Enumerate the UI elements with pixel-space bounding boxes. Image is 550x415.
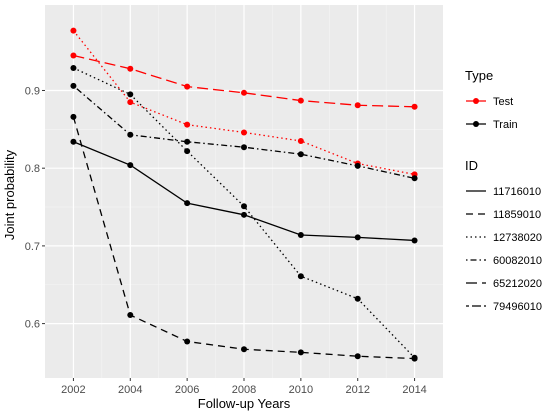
y-tick-label: 0.7 (25, 241, 40, 253)
data-point (184, 138, 191, 145)
data-point (127, 65, 134, 72)
x-axis-title: Follow-up Years (198, 396, 291, 411)
legend-id-label: 79496010 (493, 301, 542, 313)
data-point (241, 203, 247, 210)
data-point (127, 131, 134, 138)
data-point (184, 200, 191, 207)
series-test-65212020 (70, 52, 418, 110)
y-tick-label: 0.9 (25, 85, 40, 97)
legend-key-point (473, 98, 479, 104)
legend-id-label: 11859010 (493, 209, 541, 221)
data-point (411, 103, 418, 110)
legend-key-point (473, 121, 479, 127)
data-point (70, 27, 77, 34)
data-point (241, 346, 247, 353)
x-axis-ticks: 2002 2004 2006 2008 2010 2012 2014 (61, 378, 427, 396)
data-point (241, 211, 247, 218)
data-point (241, 129, 247, 136)
legend-type-label: Train (493, 119, 518, 131)
data-point (354, 102, 361, 109)
data-point (184, 338, 191, 345)
legend-id-label: 12738020 (493, 232, 542, 244)
data-point (297, 97, 304, 104)
data-point (354, 162, 361, 169)
legend-id-label: 11716010 (493, 186, 541, 198)
y-axis-title: Joint probability (2, 149, 17, 240)
data-point (184, 121, 191, 128)
y-tick-label: 0.6 (25, 319, 40, 331)
data-point (411, 354, 418, 361)
data-point (184, 148, 191, 155)
data-point (127, 312, 134, 319)
legend-id-title: ID (465, 158, 478, 173)
legend-id-label: 65212020 (493, 278, 542, 290)
data-point (354, 295, 361, 302)
data-point (127, 162, 134, 169)
data-point (297, 137, 304, 144)
data-point (241, 89, 247, 96)
series-group (70, 27, 418, 362)
data-point (70, 64, 77, 71)
legend-type-label: Test (493, 96, 513, 108)
data-point (127, 91, 134, 98)
data-point (297, 273, 304, 280)
x-tick-label: 2010 (289, 384, 313, 396)
y-tick-label: 0.8 (25, 163, 40, 175)
x-tick-label: 2014 (402, 384, 426, 396)
data-point (297, 349, 304, 356)
x-tick-label: 2008 (232, 384, 256, 396)
series-train-12738020 (70, 64, 418, 361)
data-point (297, 232, 304, 239)
data-point (70, 52, 77, 59)
data-point (411, 175, 418, 182)
x-tick-label: 2002 (61, 384, 85, 396)
legend-type-title: Type (465, 68, 493, 83)
data-point (354, 353, 361, 360)
data-point (70, 113, 77, 120)
data-point (70, 82, 77, 89)
x-tick-label: 2006 (175, 384, 199, 396)
legend: Type ID Test Train 11716010 11859010 1273802… (465, 68, 542, 313)
data-point (297, 151, 304, 158)
data-point (354, 234, 361, 241)
data-point (241, 144, 247, 151)
data-point (70, 138, 77, 145)
x-tick-label: 2004 (118, 384, 142, 396)
grid-lines (45, 5, 443, 378)
data-point (127, 99, 134, 106)
series-train-11716010 (70, 138, 418, 244)
legend-id-label: 60082010 (493, 255, 542, 267)
data-point (184, 83, 191, 90)
x-tick-label: 2012 (345, 384, 369, 396)
y-axis-ticks: 0.6 0.7 0.8 0.9 (25, 85, 45, 331)
data-point (411, 237, 418, 244)
series-train-60082010 (70, 82, 418, 182)
